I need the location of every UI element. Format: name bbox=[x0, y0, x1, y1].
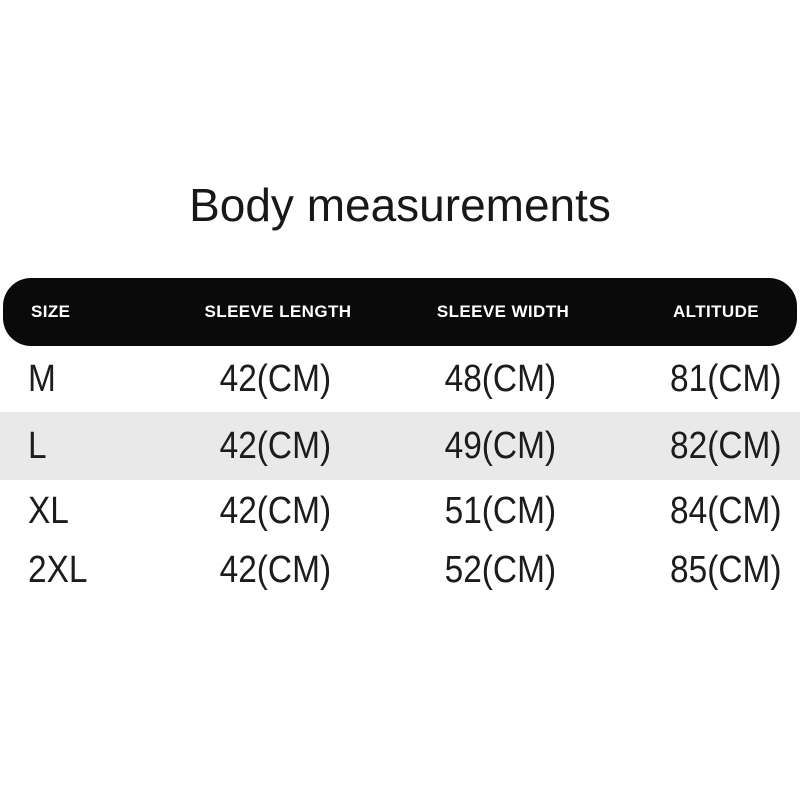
cell-altitude: 82(CM) bbox=[600, 425, 800, 468]
altitude-value: 81(CM) bbox=[670, 357, 782, 400]
sleeve-length-value: 42(CM) bbox=[219, 357, 331, 400]
header-sleeve-width: SLEEVE WIDTH bbox=[436, 302, 570, 321]
cell-size: L bbox=[0, 425, 150, 468]
altitude-value: 82(CM) bbox=[670, 424, 782, 467]
table-body: M 42(CM) 48(CM) 81(CM) L 42(CM) 49(CM) 8… bbox=[0, 346, 800, 598]
size-value: 2XL bbox=[28, 548, 88, 591]
size-value: XL bbox=[28, 489, 69, 532]
altitude-value: 85(CM) bbox=[670, 548, 782, 591]
cell-size: XL bbox=[0, 490, 150, 533]
cell-sleeve-width: 51(CM) bbox=[400, 490, 600, 533]
sleeve-length-value: 42(CM) bbox=[219, 424, 331, 467]
page-title: Body measurements bbox=[189, 179, 611, 231]
header-altitude: ALTITUDE bbox=[673, 302, 759, 321]
table-row: M 42(CM) 48(CM) 81(CM) bbox=[0, 346, 800, 412]
cell-altitude: 81(CM) bbox=[600, 358, 800, 401]
size-chart-page: Body measurements SIZE SLEEVE LENGTH SLE… bbox=[0, 179, 800, 598]
cell-sleeve-length: 42(CM) bbox=[150, 358, 400, 401]
sleeve-width-value: 51(CM) bbox=[444, 489, 556, 532]
sleeve-length-value: 42(CM) bbox=[219, 489, 331, 532]
header-size: SIZE bbox=[31, 302, 71, 321]
sleeve-length-value: 42(CM) bbox=[219, 548, 331, 591]
cell-altitude: 84(CM) bbox=[600, 490, 800, 533]
size-value: M bbox=[28, 357, 56, 400]
altitude-value: 84(CM) bbox=[670, 489, 782, 532]
cell-sleeve-length: 42(CM) bbox=[150, 490, 400, 533]
cell-size: 2XL bbox=[0, 549, 150, 592]
sleeve-width-value: 52(CM) bbox=[444, 548, 556, 591]
table-row: XL 42(CM) 51(CM) 84(CM) bbox=[0, 480, 800, 542]
size-value: L bbox=[28, 424, 47, 467]
cell-sleeve-length: 42(CM) bbox=[150, 549, 400, 592]
table-header-bar: SIZE SLEEVE LENGTH SLEEVE WIDTH ALTITUDE bbox=[3, 278, 797, 346]
table-row: 2XL 42(CM) 52(CM) 85(CM) bbox=[0, 542, 800, 598]
sleeve-width-value: 48(CM) bbox=[444, 357, 556, 400]
cell-size: M bbox=[0, 358, 150, 401]
cell-sleeve-length: 42(CM) bbox=[150, 425, 400, 468]
sleeve-width-value: 49(CM) bbox=[444, 424, 556, 467]
cell-sleeve-width: 49(CM) bbox=[400, 425, 600, 468]
header-sleeve-length: SLEEVE LENGTH bbox=[204, 302, 352, 321]
cell-altitude: 85(CM) bbox=[600, 549, 800, 592]
table-row: L 42(CM) 49(CM) 82(CM) bbox=[0, 412, 800, 480]
measurements-table: SIZE SLEEVE LENGTH SLEEVE WIDTH ALTITUDE… bbox=[0, 278, 800, 598]
cell-sleeve-width: 52(CM) bbox=[400, 549, 600, 592]
cell-sleeve-width: 48(CM) bbox=[400, 358, 600, 401]
